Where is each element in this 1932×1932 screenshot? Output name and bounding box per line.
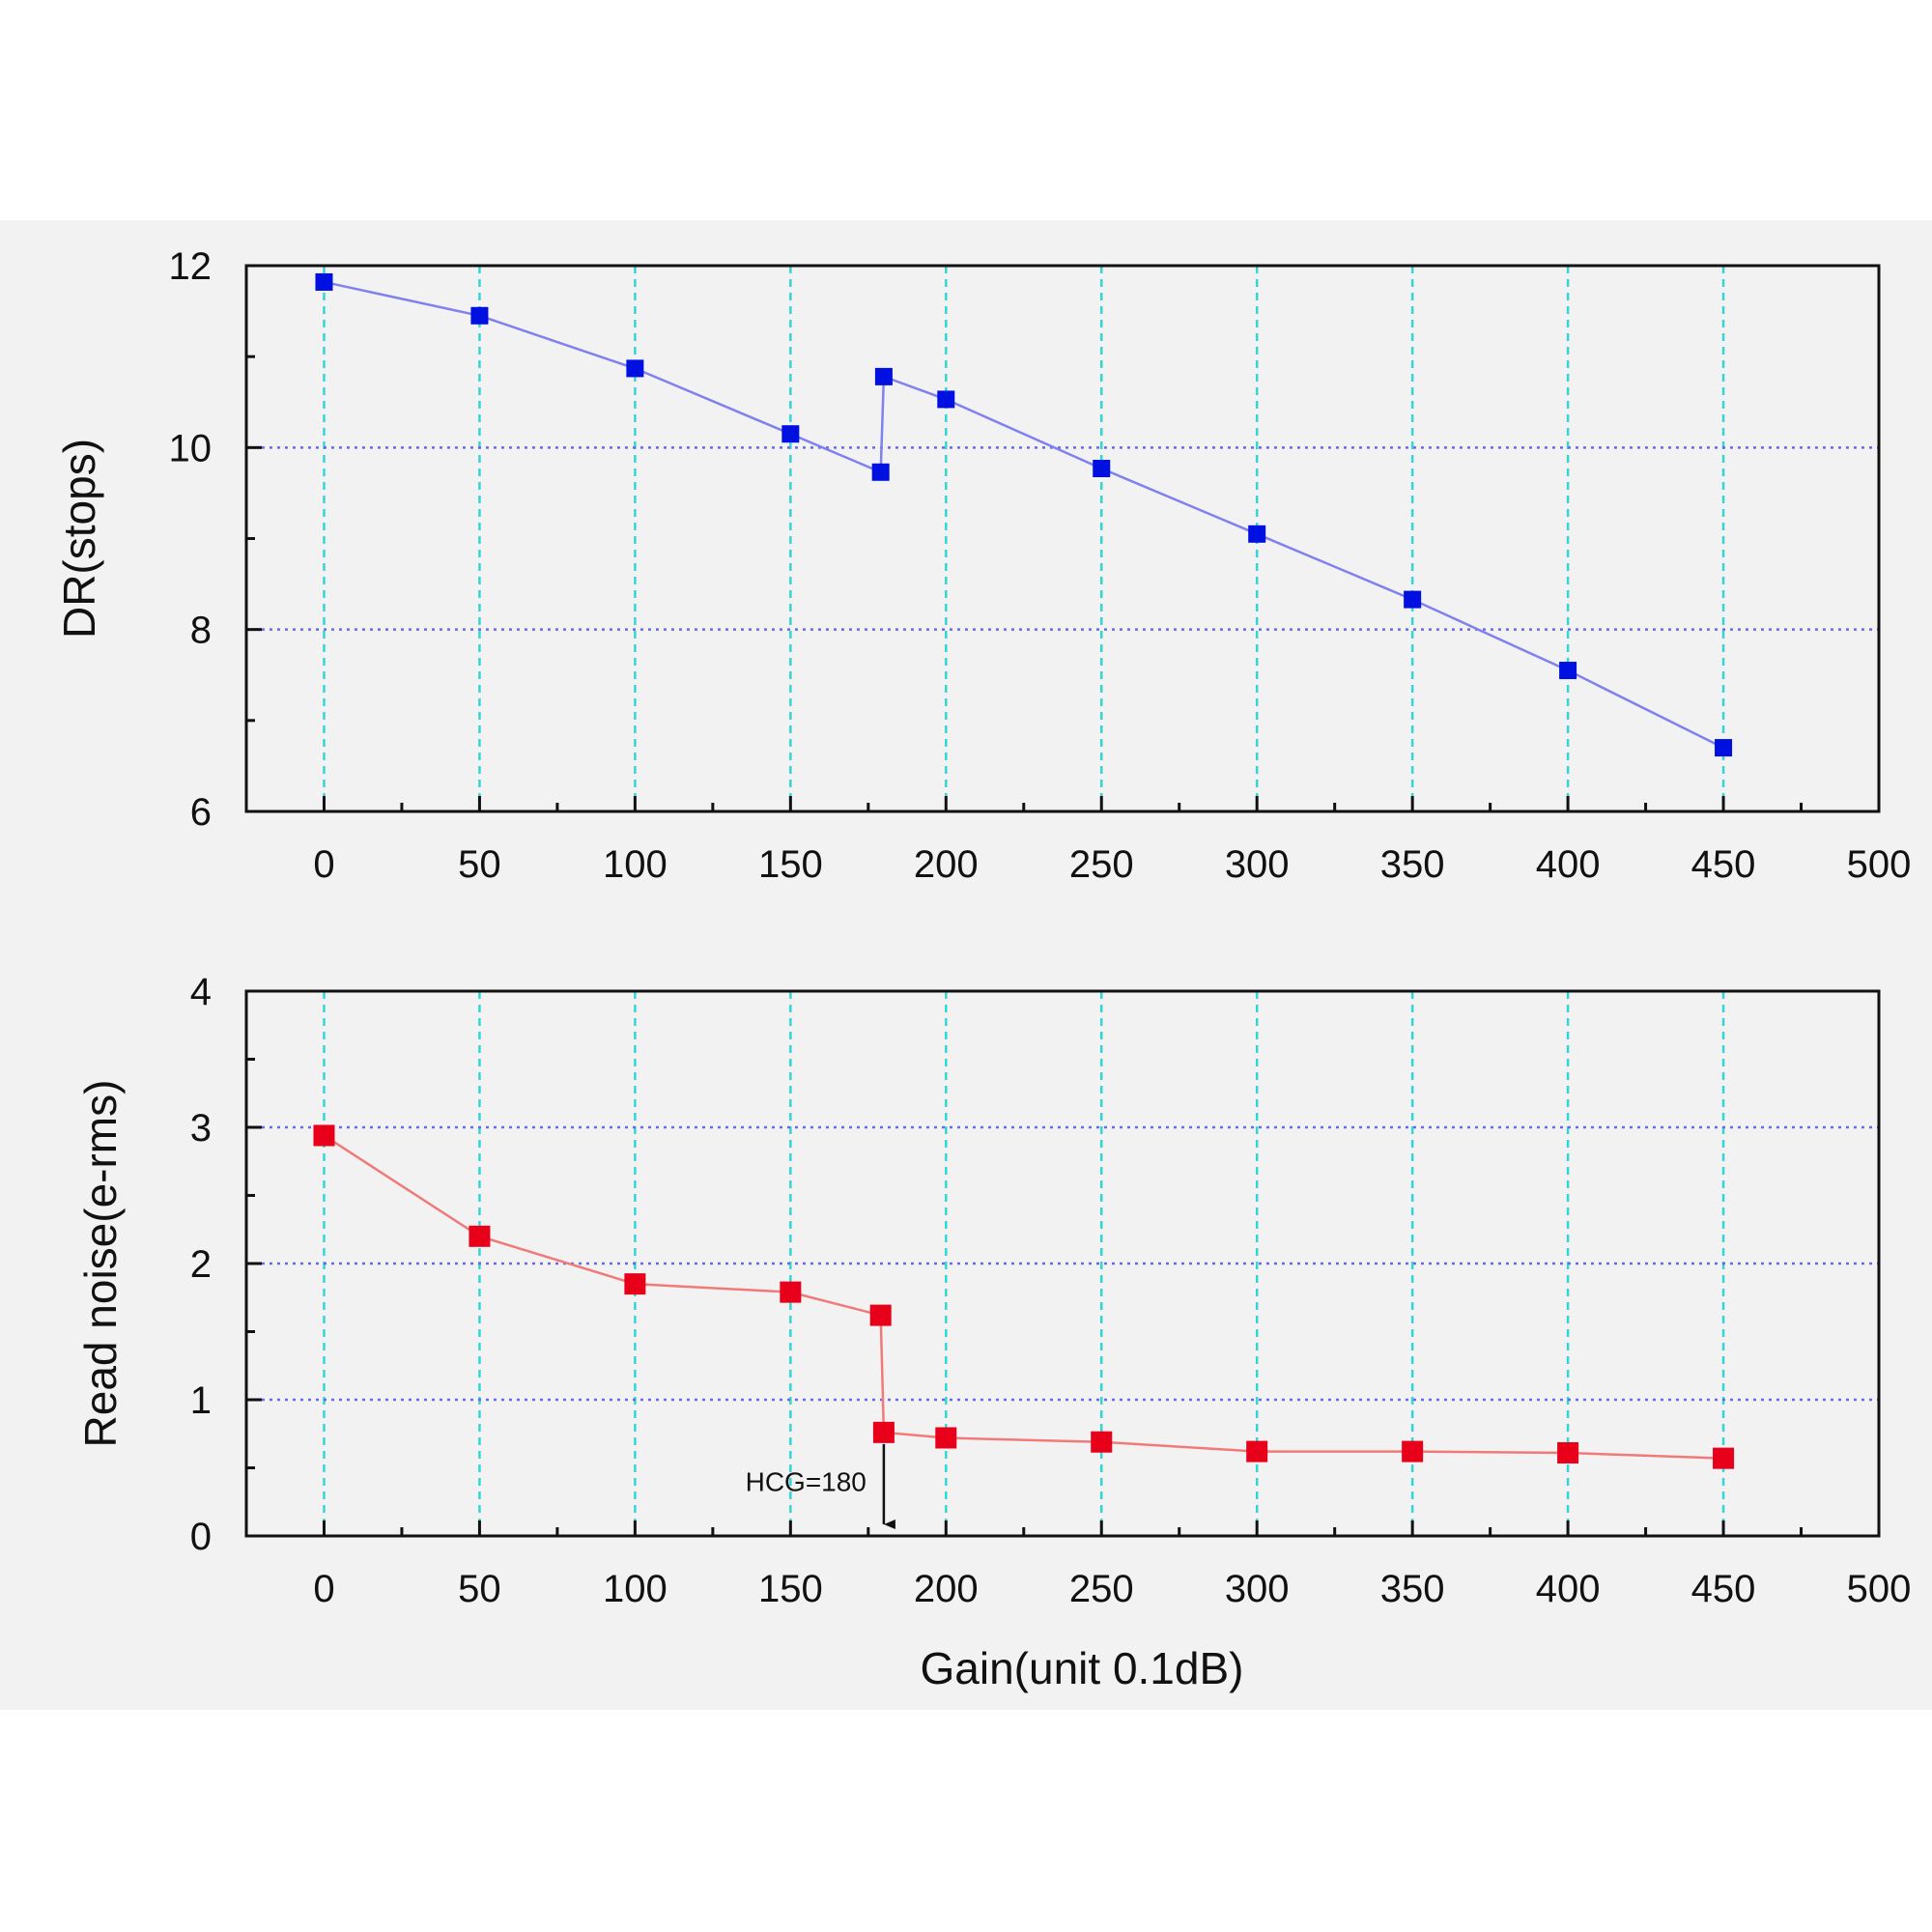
dr-series-points bbox=[315, 272, 1733, 757]
rn-data-point bbox=[1557, 1441, 1579, 1463]
rn-data-point bbox=[935, 1427, 957, 1449]
dr-data-point bbox=[315, 272, 333, 291]
dr-x-tick-label: 50 bbox=[458, 843, 501, 886]
dr-y-ticks: 6 8 10 12 bbox=[169, 245, 262, 834]
dr-y-axis-label: DR(stops) bbox=[54, 439, 104, 639]
rn-x-tick-label: 500 bbox=[1847, 1568, 1912, 1610]
rn-data-point bbox=[1246, 1440, 1268, 1463]
dr-plot: 0 50 100 150 200 250 300 350 400 450 500 6 8 10 12 DR… bbox=[54, 245, 1911, 886]
rn-x-ticks: 0 50 100 150 200 250 300 350 400 450 500 bbox=[244, 1520, 1912, 1610]
dr-x-tick-label: 200 bbox=[914, 843, 979, 886]
hcg-annotation-label: HCG=180 bbox=[746, 1466, 867, 1496]
rn-x-tick-label: 400 bbox=[1536, 1568, 1601, 1610]
dr-y-tick-label: 6 bbox=[190, 791, 212, 834]
rn-y-ticks: 0 1 2 3 4 bbox=[190, 971, 262, 1558]
rn-data-point bbox=[1091, 1431, 1113, 1453]
rn-data-point bbox=[469, 1225, 491, 1247]
dr-x-tick-label: 0 bbox=[313, 843, 334, 886]
dr-data-point bbox=[937, 390, 955, 409]
dr-x-tick-label: 500 bbox=[1847, 843, 1912, 886]
rn-x-tick-label: 300 bbox=[1225, 1568, 1290, 1610]
dr-x-tick-label: 400 bbox=[1536, 843, 1601, 886]
rn-series-points bbox=[313, 1124, 1735, 1469]
rn-data-point bbox=[780, 1281, 802, 1303]
rn-x-tick-label: 250 bbox=[1069, 1568, 1134, 1610]
rn-x-tick-label: 450 bbox=[1691, 1568, 1756, 1610]
dr-data-point bbox=[470, 306, 489, 325]
rn-y-tick-label: 0 bbox=[190, 1516, 212, 1558]
rn-data-point bbox=[1402, 1440, 1424, 1463]
rn-data-point bbox=[872, 1421, 895, 1443]
dr-y-tick-label: 12 bbox=[169, 245, 213, 288]
rn-data-point bbox=[313, 1124, 335, 1147]
rn-y-tick-label: 4 bbox=[190, 971, 212, 1013]
dr-plot-frame bbox=[244, 264, 1881, 813]
dr-data-point bbox=[1093, 459, 1111, 477]
dr-x-ticks: 0 50 100 150 200 250 300 350 400 450 500 bbox=[244, 796, 1912, 886]
rn-x-tick-label: 200 bbox=[914, 1568, 979, 1610]
dr-data-point bbox=[1248, 525, 1266, 543]
dr-data-point bbox=[1559, 662, 1577, 680]
rn-data-point bbox=[869, 1304, 892, 1326]
rn-y-tick-label: 2 bbox=[190, 1243, 212, 1286]
rn-data-point bbox=[1713, 1447, 1735, 1469]
dr-polyline bbox=[324, 280, 1724, 750]
dr-data-point bbox=[874, 367, 893, 385]
dr-series-line bbox=[324, 280, 1724, 750]
rn-data-point bbox=[624, 1273, 646, 1295]
dr-y-tick-label: 10 bbox=[169, 427, 213, 469]
rn-x-tick-label: 50 bbox=[458, 1568, 501, 1610]
rn-y-tick-label: 1 bbox=[190, 1379, 212, 1422]
rn-y-tick-label: 3 bbox=[190, 1107, 212, 1150]
rn-horizontal-grid bbox=[246, 1125, 1879, 1402]
dr-data-point bbox=[871, 463, 890, 481]
rn-x-tick-label: 100 bbox=[603, 1568, 668, 1610]
rn-x-tick-label: 350 bbox=[1380, 1568, 1445, 1610]
rn-x-tick-label: 150 bbox=[758, 1568, 823, 1610]
dr-vertical-grid bbox=[323, 266, 1725, 811]
rn-polyline bbox=[323, 1134, 1724, 1460]
dr-data-point bbox=[781, 425, 800, 443]
read-noise-plot: 0 50 100 150 200 250 300 350 400 450 500 0 1 2 3 4 HCG… bbox=[75, 971, 1911, 1693]
dr-horizontal-grid bbox=[246, 446, 1879, 631]
dr-x-tick-label: 300 bbox=[1225, 843, 1290, 886]
dr-x-tick-label: 250 bbox=[1069, 843, 1134, 886]
rn-y-axis-label: Read noise(e-rms) bbox=[75, 1080, 126, 1448]
dr-x-tick-label: 100 bbox=[603, 843, 668, 886]
dr-data-point bbox=[1715, 739, 1733, 757]
rn-x-tick-label: 0 bbox=[313, 1568, 334, 1610]
dr-x-tick-label: 450 bbox=[1691, 843, 1756, 886]
rn-series-line bbox=[323, 1134, 1724, 1460]
figure-panel: 0 50 100 150 200 250 300 350 400 450 500 6 8 10 12 DR… bbox=[0, 220, 1932, 1710]
dr-y-tick-label: 8 bbox=[190, 610, 212, 652]
gain-x-axis-label: Gain(unit 0.1dB) bbox=[921, 1643, 1244, 1693]
dr-data-point bbox=[1404, 590, 1422, 609]
dr-data-point bbox=[626, 359, 644, 378]
dr-x-tick-label: 350 bbox=[1380, 843, 1445, 886]
dr-x-tick-label: 150 bbox=[758, 843, 823, 886]
